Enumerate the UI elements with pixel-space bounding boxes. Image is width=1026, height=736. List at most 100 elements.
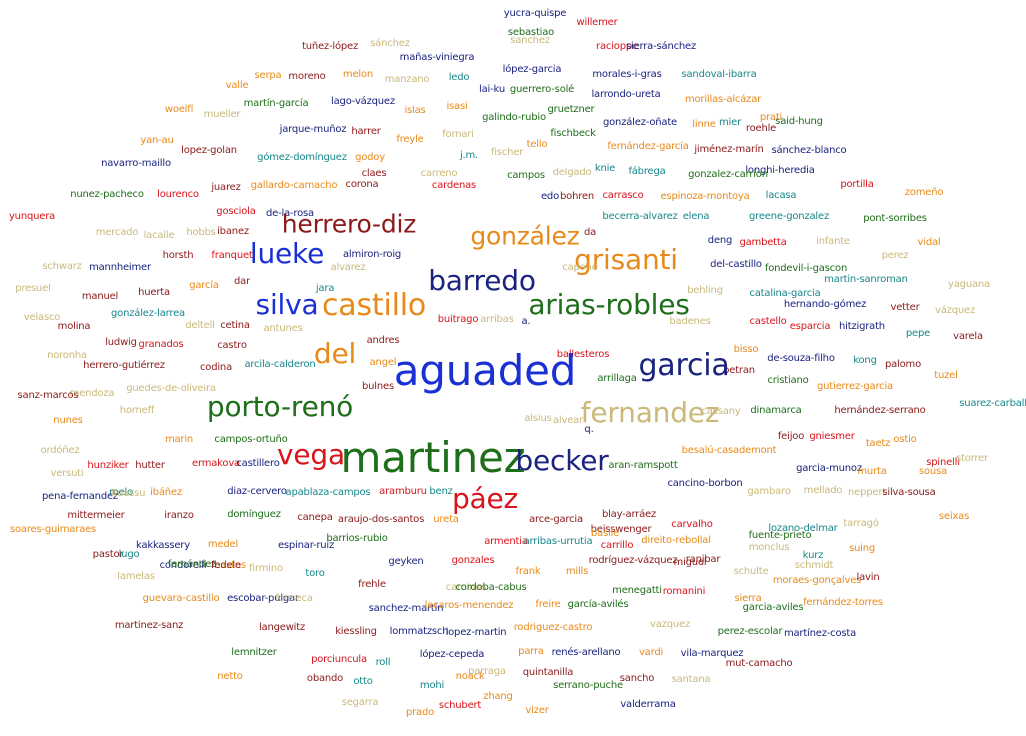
word-120: velasco xyxy=(23,312,61,323)
word-119: vázquez xyxy=(935,305,975,316)
word-100: fondevil-i-gascon xyxy=(764,263,848,274)
word-195: cancino-borbon xyxy=(667,478,743,489)
word-24: martín-garcía xyxy=(243,98,309,109)
word-268: sanchez-martin xyxy=(368,603,444,614)
word-194: melo xyxy=(109,487,133,498)
word-256: lavin xyxy=(856,572,880,583)
word-264: romanini xyxy=(662,586,706,597)
word-84: herrero-diz xyxy=(281,209,417,239)
word-8: mañas-viniegra xyxy=(399,52,475,63)
word-102: martin-sanroman xyxy=(824,274,908,285)
word-156: arrillaga xyxy=(597,373,637,384)
word-218: tarragó xyxy=(843,518,879,529)
word-123: buitrago xyxy=(437,314,479,325)
word-0: yucra-quispe xyxy=(503,8,567,19)
word-278: martínez-costa xyxy=(783,628,857,639)
word-68: bohren xyxy=(560,191,594,202)
word-108: yaguana xyxy=(948,279,990,290)
word-163: suarez-carballo xyxy=(959,398,1026,409)
word-130: pepe xyxy=(905,328,931,339)
word-105: dar xyxy=(234,276,250,287)
word-83: ibanez xyxy=(217,226,249,237)
word-203: páez xyxy=(451,482,519,515)
word-72: zomeño xyxy=(904,187,944,198)
word-204: blay-arráez xyxy=(601,509,657,520)
word-35: roehle xyxy=(745,123,777,134)
word-223: espinar-ruiz xyxy=(277,540,335,551)
word-126: badenes xyxy=(669,316,711,327)
word-101: alvarez xyxy=(330,262,366,273)
word-300: schubert xyxy=(438,700,482,711)
word-287: porciuncula xyxy=(311,654,367,665)
word-164: nunes xyxy=(53,415,83,426)
word-36: yan-au xyxy=(140,135,174,146)
word-104: garcía xyxy=(189,280,219,291)
word-212: canepa xyxy=(297,512,333,523)
word-265: sierra xyxy=(734,593,762,604)
word-262: garcía-avilés xyxy=(567,599,629,610)
word-94: horsth xyxy=(162,250,194,261)
word-236: bastos xyxy=(214,560,246,571)
word-65: corona xyxy=(345,179,379,190)
word-116: arias-robles xyxy=(528,288,690,321)
word-206: mellado xyxy=(803,485,843,496)
word-99: del-castillo xyxy=(710,259,762,270)
word-225: armentia xyxy=(484,536,528,547)
word-45: sánchez-blanco xyxy=(771,145,847,156)
word-151: garcia xyxy=(638,348,730,383)
word-71: lacasa xyxy=(765,190,797,201)
word-54: carreno xyxy=(420,168,458,179)
word-303: valderrama xyxy=(620,699,676,710)
word-233: pastor xyxy=(92,549,124,560)
word-74: gosciola xyxy=(216,206,256,217)
word-132: deltell xyxy=(185,320,215,331)
word-41: fischbeck xyxy=(550,128,596,139)
word-185: storrer xyxy=(956,453,988,464)
word-184: besalú-casademont xyxy=(681,445,777,456)
word-60: portilla xyxy=(840,179,874,190)
word-281: parra xyxy=(518,646,544,657)
word-75: de-la-rosa xyxy=(266,208,314,219)
word-80: mercado xyxy=(95,227,139,238)
word-69: carrasco xyxy=(602,190,644,201)
word-139: castro xyxy=(217,340,247,351)
word-85: gonzález xyxy=(470,221,580,251)
word-259: fonseca xyxy=(275,593,313,604)
word-77: elena xyxy=(682,211,710,222)
word-2: sebastiao xyxy=(507,27,555,38)
word-51: longhi-heredia xyxy=(745,165,815,176)
word-205: gambaro xyxy=(747,486,791,497)
word-168: cassany xyxy=(701,406,741,417)
word-144: palomo xyxy=(884,359,922,370)
word-109: manuel xyxy=(81,291,119,302)
word-286: netto xyxy=(217,671,243,682)
word-216: beisswenger xyxy=(590,524,652,535)
word-112: jara xyxy=(315,283,335,294)
word-81: lacalle xyxy=(143,230,175,241)
word-55: campos xyxy=(507,170,545,181)
word-234: lugo xyxy=(118,549,140,560)
word-187: hutter xyxy=(135,460,165,471)
word-231: lozano-delmar xyxy=(768,523,838,534)
word-26: islas xyxy=(404,105,426,116)
word-263: menegatti xyxy=(612,585,662,596)
word-30: prati xyxy=(759,112,783,123)
word-27: isasi xyxy=(446,101,468,112)
word-293: parraga xyxy=(468,666,506,677)
word-237: firmino xyxy=(249,563,283,574)
word-40: freyle xyxy=(396,134,424,145)
word-209: mittermeier xyxy=(67,510,125,521)
word-242: monclus xyxy=(748,542,790,553)
word-121: gonzález-larrea xyxy=(111,308,185,319)
word-160: guedes-de-oliveira xyxy=(126,383,216,394)
word-282: renés-arellano xyxy=(551,647,621,658)
word-42: tello xyxy=(526,139,548,150)
word-153: mendoza xyxy=(69,388,115,399)
word-166: alsius xyxy=(524,413,552,424)
word-199: diaz-cervero xyxy=(227,486,287,497)
word-246: fedele xyxy=(211,560,241,571)
word-186: versuti xyxy=(50,468,84,479)
word-133: cetina xyxy=(220,320,250,331)
word-50: fischer xyxy=(490,147,524,158)
word-275: rodriguez-castro xyxy=(513,622,593,633)
